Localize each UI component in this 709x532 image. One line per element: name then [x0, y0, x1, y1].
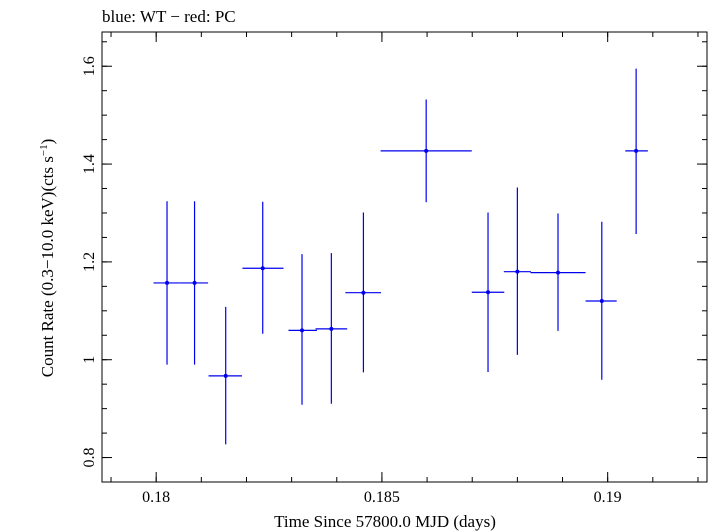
- x-tick-label: 0.19: [594, 489, 622, 506]
- y-tick-label: 1: [81, 356, 98, 364]
- point-marker: [300, 328, 305, 333]
- point-marker: [329, 326, 334, 331]
- data-point: [242, 201, 284, 334]
- x-tick-label: 0.185: [364, 489, 400, 506]
- point-marker: [599, 299, 604, 304]
- data-point: [585, 221, 617, 380]
- chart-title: blue: WT − red: PC: [102, 7, 236, 26]
- data-point: [179, 201, 209, 365]
- data-point: [503, 187, 531, 355]
- point-marker: [192, 280, 197, 285]
- point-marker: [361, 290, 366, 295]
- point-marker: [556, 270, 561, 275]
- plot-frame: [101, 31, 708, 483]
- point-marker: [260, 266, 265, 271]
- y-tick-label: 1.4: [81, 154, 98, 174]
- point-marker: [515, 269, 520, 274]
- data-points: [153, 68, 648, 445]
- data-point: [625, 68, 648, 235]
- axis-ticks: 0.18 0.185 0.19 0.8 1 1.2 1.4 1.6: [81, 32, 707, 506]
- y-axis-label-superscript: −1: [38, 144, 50, 156]
- data-point: [288, 254, 317, 405]
- data-point: [380, 99, 472, 203]
- data-point: [530, 213, 586, 331]
- y-axis-label: Count Rate (0.3−10.0 keV)(cts s−1): [38, 139, 57, 378]
- x-axis-label: Time Since 57800.0 MJD (days): [274, 512, 496, 531]
- y-tick-label: 1.6: [81, 56, 98, 76]
- data-point: [208, 306, 242, 445]
- x-tick-label: 0.18: [142, 489, 170, 506]
- point-marker: [486, 290, 491, 295]
- data-point: [315, 253, 348, 404]
- data-point: [153, 201, 180, 365]
- y-axis-label-end: ): [38, 139, 57, 145]
- y-tick-label: 1.2: [81, 252, 98, 272]
- point-marker: [634, 148, 639, 153]
- data-point: [471, 212, 505, 372]
- y-tick-label: 0.8: [81, 448, 98, 468]
- y-axis-label-main: Count Rate (0.3−10.0 keV)(cts s: [38, 156, 57, 377]
- point-marker: [165, 280, 170, 285]
- point-marker: [424, 148, 429, 153]
- point-marker: [223, 373, 228, 378]
- data-point: [345, 212, 382, 373]
